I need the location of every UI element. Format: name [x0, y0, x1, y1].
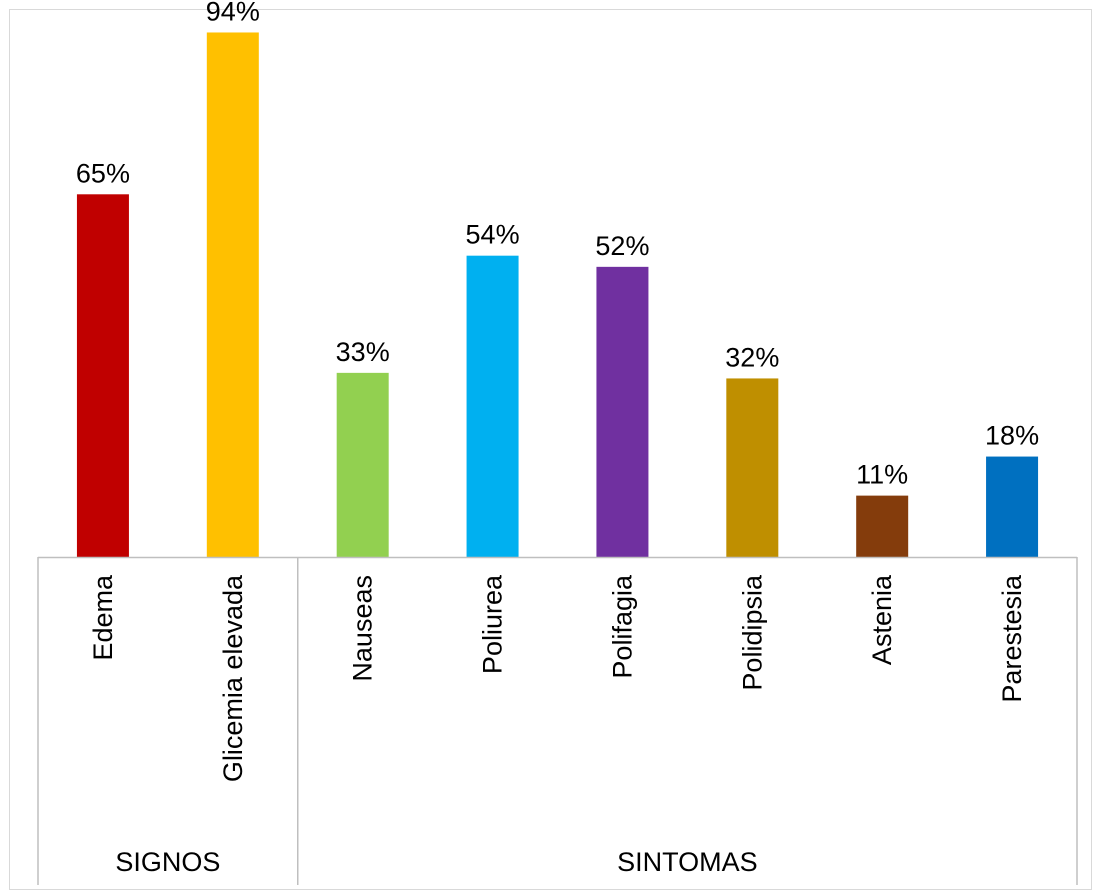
bar-polidipsia — [726, 378, 779, 557]
bar-nauseas — [336, 372, 389, 557]
bar-parestesia — [986, 456, 1039, 557]
category-label: Polidipsia — [737, 574, 767, 691]
value-label: 32% — [725, 342, 779, 372]
value-label: 54% — [466, 220, 520, 250]
value-label: 94% — [206, 0, 260, 26]
category-label: Astenia — [867, 574, 897, 665]
value-label: 52% — [595, 231, 649, 261]
category-label: Polifagia — [607, 574, 637, 679]
category-label: Nauseas — [348, 575, 378, 682]
value-label: 33% — [336, 337, 390, 367]
category-label: Parestesia — [997, 574, 1027, 703]
bar-poliurea — [466, 255, 519, 557]
category-label: Glicemia elevada — [218, 574, 248, 782]
value-label: 65% — [76, 158, 130, 188]
category-label: Poliurea — [478, 574, 508, 674]
chart-area-border — [9, 9, 1092, 890]
bar-polifagia — [596, 266, 649, 557]
bar-edema — [76, 194, 129, 558]
bar-astenia — [856, 495, 909, 557]
value-label: 18% — [985, 421, 1039, 451]
group-label: SIGNOS — [115, 847, 220, 877]
bar-glicemia-elevada — [206, 32, 259, 558]
group-label: SINTOMAS — [617, 847, 758, 877]
value-label: 11% — [856, 460, 908, 490]
category-label: Edema — [88, 574, 118, 661]
